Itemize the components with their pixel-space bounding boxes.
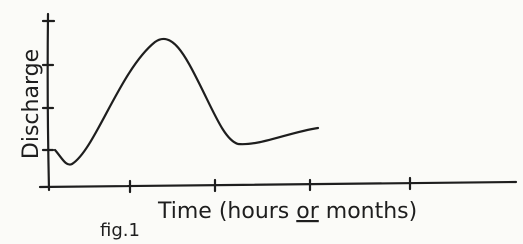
y-axis <box>48 14 49 190</box>
page: Discharge Time (hours or months) fig.1 (… <box>0 0 523 244</box>
x-axis-label-end: months) <box>319 199 417 224</box>
x-axis-label-start: Time (hours <box>157 199 296 224</box>
sketch: Discharge Time (hours or months) fig.1 <box>0 0 523 244</box>
y-axis-label: Discharge <box>19 49 44 159</box>
x-axis-label: Time (hours or months) <box>157 199 417 224</box>
figure-caption: fig.1 <box>100 220 140 241</box>
x-axis-label-emphasis: or <box>296 199 319 224</box>
